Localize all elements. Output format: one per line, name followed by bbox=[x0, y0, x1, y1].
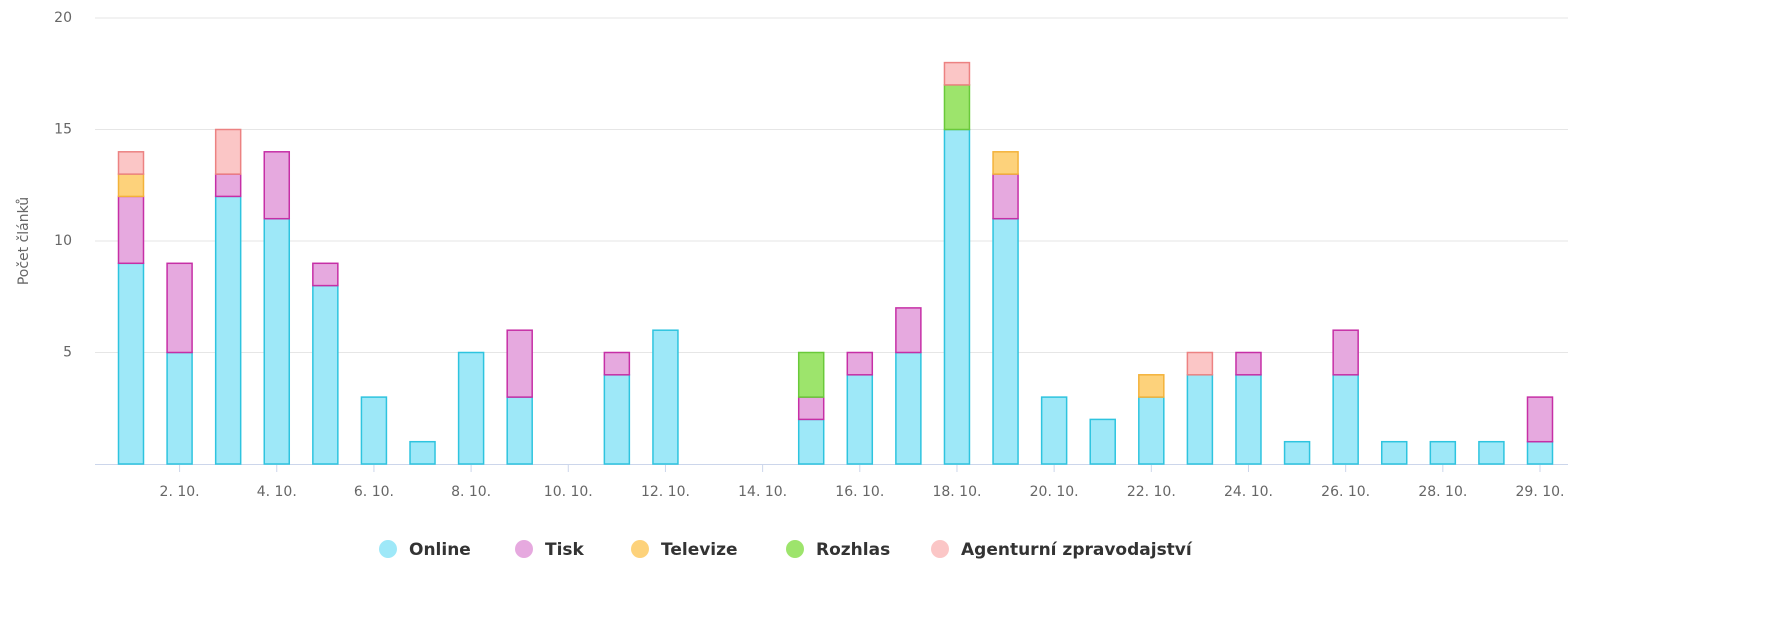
x-tick-label: 20. 10. bbox=[1030, 484, 1079, 500]
y-axis-label: Počet článků bbox=[16, 197, 32, 285]
bar-segment bbox=[797, 351, 825, 398]
bar-segment bbox=[263, 151, 291, 220]
bar-segment bbox=[1089, 418, 1116, 465]
bar-segment bbox=[506, 396, 533, 465]
bar-segment bbox=[360, 396, 388, 465]
bar-segment bbox=[1186, 374, 1214, 465]
bar-segment bbox=[117, 151, 145, 175]
x-tick-label: 16. 10. bbox=[835, 484, 884, 500]
x-tick-label: 22. 10. bbox=[1127, 484, 1176, 500]
bar-segment bbox=[457, 351, 485, 465]
bar-segment bbox=[214, 173, 242, 198]
legend-label: Tisk bbox=[545, 540, 585, 560]
bar-segment bbox=[506, 329, 533, 398]
bar-segment bbox=[603, 351, 631, 376]
bar-segment bbox=[895, 351, 922, 465]
bar-segment bbox=[117, 173, 145, 198]
bar-segment bbox=[1235, 374, 1262, 465]
bar-segment bbox=[797, 396, 825, 421]
x-tick-label: 8. 10. bbox=[451, 484, 491, 500]
legend-marker bbox=[931, 540, 949, 558]
bar-segment bbox=[603, 374, 631, 465]
bar-segment bbox=[1040, 396, 1068, 465]
x-tick-label: 14. 10. bbox=[738, 484, 787, 500]
bar-segment bbox=[846, 374, 874, 465]
bar-segment bbox=[797, 418, 825, 465]
x-tick-label: 28. 10. bbox=[1418, 484, 1467, 500]
legend-label: Agenturní zpravodajství bbox=[961, 540, 1193, 560]
legend-marker bbox=[786, 540, 804, 558]
x-tick-label: 12. 10. bbox=[641, 484, 690, 500]
x-tick-label: 24. 10. bbox=[1224, 484, 1273, 500]
bar-segment bbox=[166, 351, 193, 465]
y-tick-label: 5 bbox=[63, 345, 72, 361]
bar-segment bbox=[992, 173, 1019, 220]
x-tick-label: 26. 10. bbox=[1321, 484, 1370, 500]
bar-segment bbox=[846, 351, 874, 376]
legend-label: Televize bbox=[661, 540, 738, 560]
bar-segment bbox=[1235, 351, 1262, 376]
bar-segment bbox=[312, 284, 339, 465]
bar-segment bbox=[1332, 329, 1359, 376]
x-tick-label: 6. 10. bbox=[354, 484, 394, 500]
legend-marker bbox=[379, 540, 397, 558]
bar-segment bbox=[943, 84, 971, 131]
bar-segment bbox=[117, 262, 145, 465]
bar-segment bbox=[1138, 374, 1165, 398]
y-tick-label: 10 bbox=[54, 233, 72, 249]
bar-segment bbox=[1186, 351, 1214, 376]
bar-segment bbox=[1429, 440, 1457, 465]
x-tick-label: 10. 10. bbox=[544, 484, 593, 500]
legend-label: Rozhlas bbox=[816, 540, 890, 560]
bar-segment bbox=[943, 61, 971, 86]
bar-segment bbox=[1478, 440, 1505, 465]
bar-segment bbox=[214, 195, 242, 465]
x-tick-label: 29. 10. bbox=[1516, 484, 1565, 500]
legend-marker bbox=[515, 540, 533, 558]
bar-segment bbox=[1380, 440, 1408, 465]
legend-label: Online bbox=[409, 540, 471, 560]
y-tick-label: 20 bbox=[54, 10, 72, 26]
bar-segment bbox=[166, 262, 193, 354]
bar-segment bbox=[409, 440, 436, 465]
x-tick-label: 2. 10. bbox=[160, 484, 200, 500]
bar-segment bbox=[117, 195, 145, 265]
bar-segment bbox=[1526, 396, 1554, 443]
legend-marker bbox=[631, 540, 649, 558]
bar-segment bbox=[895, 307, 922, 354]
bar-segment bbox=[263, 217, 291, 465]
bar-segment bbox=[1526, 440, 1554, 465]
bar-segment bbox=[1332, 374, 1359, 465]
x-tick-label: 4. 10. bbox=[257, 484, 297, 500]
bar-segment bbox=[312, 262, 339, 287]
y-tick-label: 15 bbox=[54, 122, 72, 138]
bar-segment bbox=[992, 151, 1019, 175]
bar-segment bbox=[992, 217, 1019, 465]
bar-segment bbox=[943, 128, 971, 465]
bar-segment bbox=[1138, 396, 1165, 465]
bar-segment bbox=[214, 128, 242, 175]
bar-segment bbox=[652, 329, 679, 465]
bar-segment bbox=[1283, 440, 1311, 465]
x-tick-label: 18. 10. bbox=[932, 484, 981, 500]
